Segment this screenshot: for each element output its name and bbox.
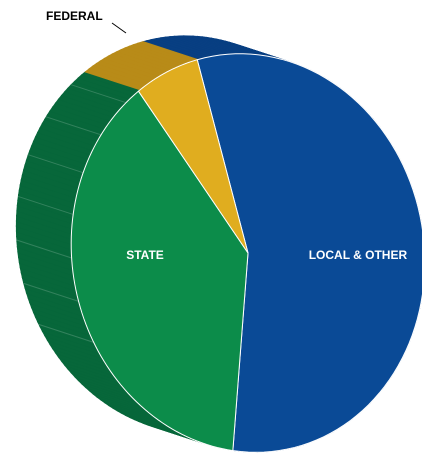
extrusion-ridge — [18, 195, 74, 215]
pie-slice-local-other — [196, 53, 422, 453]
pie-slice-state — [70, 90, 249, 452]
pie-labels: LOCAL & OTHER STATE FEDERAL — [46, 9, 407, 262]
extrusion-ridge — [38, 323, 94, 343]
extrusion-ridge — [70, 84, 127, 104]
extrusion-ridge — [23, 282, 79, 302]
extrusion-ridge — [27, 154, 84, 174]
extrusion-ridge — [16, 239, 72, 259]
pie-top-face — [70, 53, 422, 453]
slice-label-local-other: LOCAL & OTHER — [309, 248, 408, 262]
slice-label-federal: FEDERAL — [46, 9, 103, 23]
slice-label-state: STATE — [126, 248, 164, 262]
extrusion-ridge — [45, 116, 102, 136]
pie-slice-federal — [137, 59, 249, 254]
federal-leader-line — [111, 22, 127, 34]
